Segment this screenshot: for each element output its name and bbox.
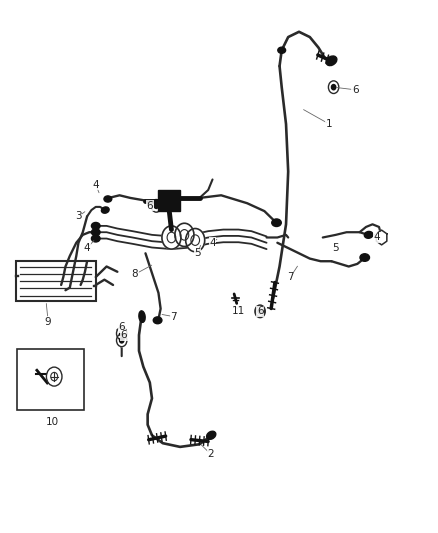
Text: 6: 6	[118, 322, 125, 332]
Bar	[17, 349, 84, 410]
Circle shape	[46, 367, 62, 386]
Ellipse shape	[272, 219, 281, 227]
Text: 4: 4	[209, 238, 216, 248]
Ellipse shape	[92, 222, 100, 229]
Text: 11: 11	[232, 306, 245, 316]
Text: 10: 10	[46, 417, 59, 427]
Ellipse shape	[326, 56, 337, 66]
Ellipse shape	[207, 431, 216, 439]
Circle shape	[186, 229, 205, 252]
Ellipse shape	[92, 235, 100, 242]
Ellipse shape	[92, 229, 100, 236]
Text: 3: 3	[75, 212, 82, 221]
Text: 4: 4	[84, 243, 90, 253]
Circle shape	[117, 334, 127, 346]
Circle shape	[175, 223, 194, 246]
Ellipse shape	[153, 317, 162, 324]
Text: 6: 6	[257, 306, 263, 316]
Ellipse shape	[278, 47, 286, 53]
Text: 6: 6	[146, 201, 153, 211]
Text: 1: 1	[326, 119, 332, 129]
Circle shape	[256, 306, 265, 317]
Ellipse shape	[364, 231, 373, 238]
Ellipse shape	[102, 207, 109, 213]
Ellipse shape	[139, 311, 145, 322]
Circle shape	[120, 331, 124, 336]
Circle shape	[332, 85, 336, 90]
Text: 4: 4	[374, 232, 380, 243]
Circle shape	[258, 309, 262, 314]
Ellipse shape	[360, 254, 370, 261]
Circle shape	[117, 327, 127, 340]
Circle shape	[328, 81, 339, 93]
Polygon shape	[376, 230, 387, 245]
Text: 2: 2	[207, 449, 214, 459]
Text: 8: 8	[131, 269, 138, 279]
Ellipse shape	[104, 196, 112, 202]
Text: 6: 6	[352, 85, 359, 95]
Circle shape	[162, 226, 181, 249]
Text: 5: 5	[194, 248, 201, 259]
Circle shape	[151, 199, 162, 212]
Circle shape	[120, 338, 124, 343]
Text: 9: 9	[45, 317, 52, 327]
Text: 6: 6	[120, 330, 127, 340]
Circle shape	[154, 203, 159, 208]
Text: 7: 7	[170, 312, 177, 321]
Text: 7: 7	[287, 272, 293, 282]
Text: 4: 4	[92, 180, 99, 190]
Bar	[16, 261, 96, 301]
Bar	[159, 190, 180, 211]
Text: 5: 5	[332, 243, 339, 253]
Circle shape	[255, 305, 265, 318]
